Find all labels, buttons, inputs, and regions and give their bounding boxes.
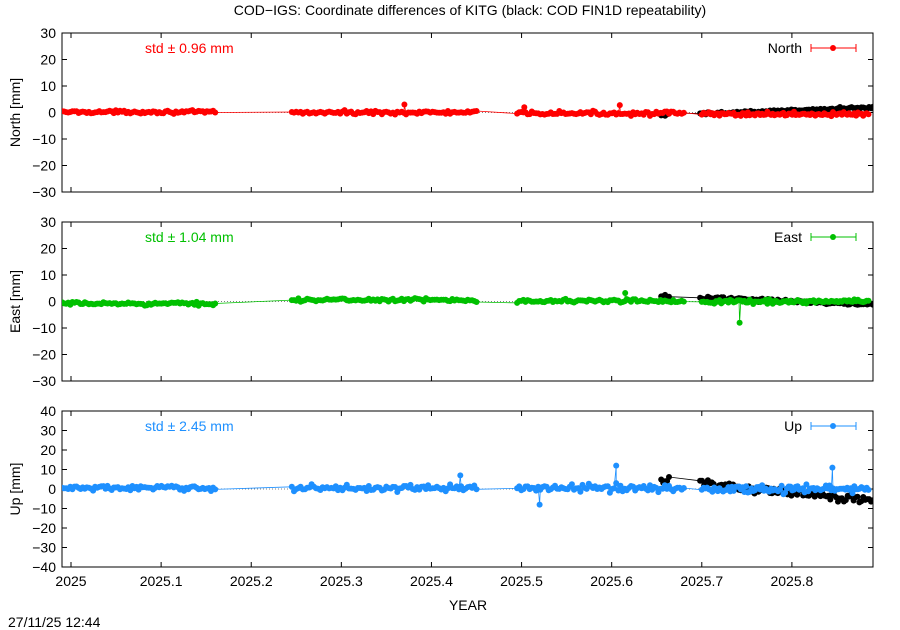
series-point: [616, 102, 623, 109]
series-point: [778, 482, 785, 489]
y-tick-label: 40: [40, 403, 56, 419]
repeatability-point: [666, 474, 672, 480]
legend-marker: [830, 423, 836, 429]
legend-label: North: [768, 40, 802, 56]
series-point: [680, 298, 687, 305]
y-tick-label: −10: [32, 320, 56, 336]
timestamp: 27/11/25 12:44: [8, 614, 101, 630]
y-tick-label: −20: [32, 520, 56, 536]
plot-area: [62, 290, 873, 326]
x-tick-label: 2025.6: [590, 573, 633, 589]
series-point: [212, 486, 219, 493]
series-point: [849, 490, 856, 497]
series-point: [736, 319, 743, 326]
x-tick-label: 2025.2: [230, 573, 273, 589]
panel-north: 30 20 10 0 −10 −20 −30 North [mm] std ± 0.96 mm N…: [7, 25, 874, 200]
series-point: [212, 109, 219, 116]
y-tick-label: −10: [32, 131, 56, 147]
legend: East: [774, 229, 857, 245]
y-tick-label: −10: [32, 501, 56, 517]
x-axis-label: YEAR: [449, 597, 487, 613]
legend: North: [768, 40, 857, 56]
y-tick-label: −20: [32, 347, 56, 363]
y-tick-label: 20: [40, 52, 56, 68]
y-tick-label: −30: [32, 184, 56, 200]
series-point: [457, 472, 464, 479]
y-tick-label: 30: [40, 423, 56, 439]
series-point: [577, 488, 584, 495]
repeatability-point: [827, 496, 834, 503]
x-tick-label: 2025.3: [320, 573, 363, 589]
series-point: [473, 486, 480, 493]
series-point: [622, 290, 629, 296]
y-axis-label: Up [mm]: [7, 463, 23, 516]
y-tick-label: 20: [40, 442, 56, 458]
x-tick-label: 2025.7: [680, 573, 723, 589]
legend-marker: [830, 234, 836, 240]
chart-title: COD−IGS: Coordinate differences of KITG …: [234, 2, 706, 18]
y-tick-label: −40: [32, 559, 56, 575]
y-tick-label: −20: [32, 158, 56, 174]
x-tick-label: 2025.1: [140, 573, 183, 589]
series-point: [401, 101, 408, 108]
series-point: [680, 485, 687, 491]
std-label: std ± 0.96 mm: [145, 40, 234, 56]
series-point: [568, 481, 575, 488]
series-point: [617, 482, 624, 489]
series-point: [536, 501, 543, 508]
y-tick-label: 0: [48, 105, 56, 121]
std-label: std ± 2.45 mm: [145, 418, 234, 434]
x-tick-label: 2025: [55, 573, 86, 589]
y-tick-label: 20: [40, 241, 56, 257]
plot-area: [62, 101, 873, 120]
legend-label: East: [774, 229, 802, 245]
repeatability-point: [870, 497, 873, 504]
y-tick-label: −30: [32, 540, 56, 556]
series-point: [743, 483, 750, 490]
repeatability-point: [854, 493, 861, 500]
repeatability-point: [870, 103, 873, 110]
series-point: [473, 299, 480, 305]
series-point: [865, 111, 872, 118]
y-tick-label: 30: [40, 214, 56, 230]
series-point: [829, 464, 836, 471]
series-point: [613, 462, 620, 469]
legend: Up: [784, 418, 857, 434]
y-axis-label: North [mm]: [7, 78, 23, 147]
x-tick-label: 2025.5: [500, 573, 543, 589]
y-axis-label: East [mm]: [7, 270, 23, 333]
series-point: [680, 109, 687, 116]
std-label: std ± 1.04 mm: [145, 229, 234, 245]
x-tick-label: 2025.4: [410, 573, 453, 589]
x-tick-label: 2025.8: [770, 573, 813, 589]
y-tick-label: 10: [40, 462, 56, 478]
y-tick-label: 30: [40, 25, 56, 41]
series-point: [865, 486, 872, 493]
series-point: [613, 480, 620, 487]
y-tick-label: 10: [40, 267, 56, 283]
plot-area: [62, 462, 873, 508]
legend-label: Up: [784, 418, 802, 434]
y-tick-label: 0: [48, 481, 56, 497]
y-tick-label: 10: [40, 78, 56, 94]
series-point: [865, 297, 872, 304]
y-tick-label: 0: [48, 294, 56, 310]
panel-east: 30 20 10 0 −10 −20 −30 East [mm] std ± 1.04 mm Ea…: [7, 214, 874, 389]
series-point: [521, 104, 528, 111]
y-tick-label: −30: [32, 373, 56, 389]
series-point: [212, 300, 219, 307]
repeatability-point: [666, 293, 672, 300]
repeatability-point: [870, 301, 873, 308]
series-point: [803, 481, 810, 488]
series-point: [473, 108, 480, 114]
legend-marker: [830, 45, 836, 51]
